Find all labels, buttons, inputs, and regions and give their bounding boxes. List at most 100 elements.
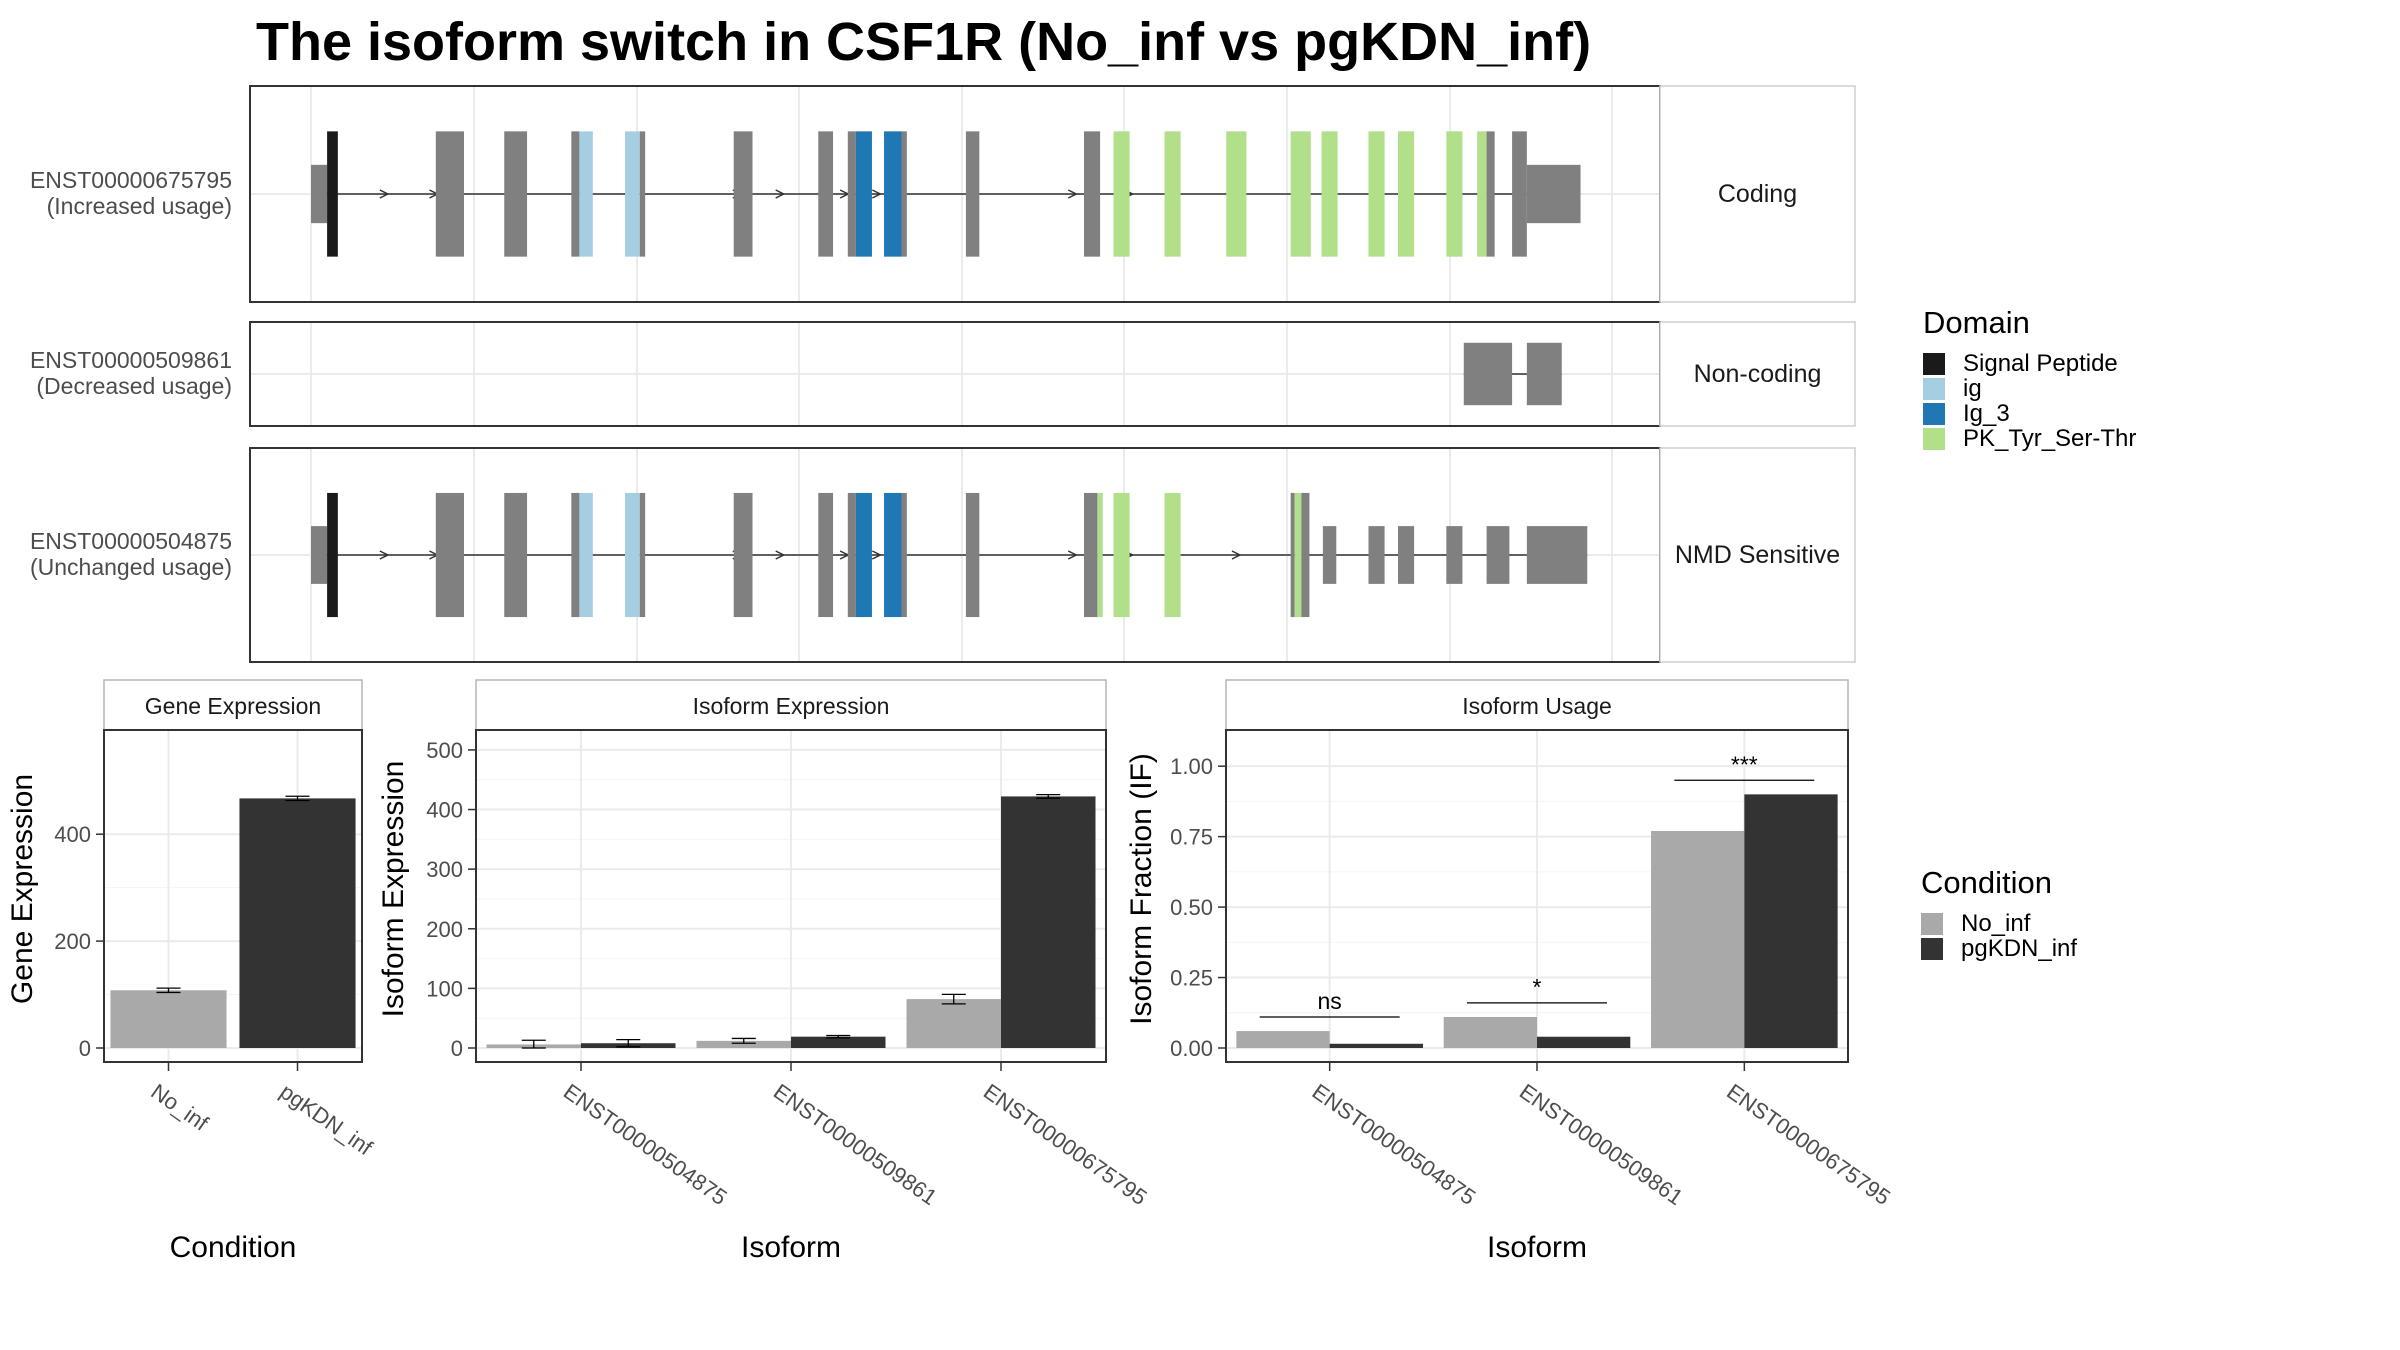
legend-label: pgKDN_inf: [1961, 935, 2077, 962]
y-tick-label: 0.50: [1170, 895, 1213, 920]
x-axis-title: Isoform: [1487, 1231, 1587, 1264]
legend-swatch: [1921, 913, 1943, 935]
legend-swatch: [1923, 428, 1945, 450]
significance-label: *: [1533, 974, 1542, 1000]
facet-strip: [475, 679, 1107, 731]
bar-No_inf: [696, 1040, 791, 1048]
x-tick-label: ENST00000675795: [1722, 1079, 1895, 1210]
y-tick-label: 1.00: [1170, 754, 1213, 779]
legend-label: PK_Tyr_Ser-Thr: [1963, 425, 2136, 452]
x-tick-label: ENST00000504875: [1308, 1079, 1481, 1210]
exon-cds: [847, 492, 856, 618]
legend-swatch: [1923, 403, 1945, 425]
exon-cds: [1512, 131, 1527, 257]
y-tick-label: 100: [426, 976, 463, 1001]
y-tick-label: 0.00: [1170, 1036, 1213, 1061]
facet-strip: [1225, 679, 1849, 731]
error-bar: [285, 795, 310, 802]
exon-cds: [733, 492, 753, 618]
bar-pgKDN_inf: [791, 1036, 886, 1048]
x-tick-label: ENST00000504875: [559, 1079, 732, 1210]
error-bar: [616, 1039, 641, 1048]
significance-label: ns: [1318, 988, 1342, 1014]
significance-label: ***: [1731, 751, 1758, 777]
bar: [239, 798, 356, 1048]
bar-pgKDN_inf: [1744, 794, 1838, 1048]
exon-Signal Peptide: [327, 131, 338, 257]
exon-PK_Tyr_Ser-Thr: [1321, 131, 1338, 257]
transcript-track-ENST00000675795: Coding ENST00000675795(Increased usage): [30, 85, 1856, 303]
strand-arrow-icon: [1067, 550, 1078, 560]
error-bar: [521, 1039, 546, 1049]
y-tick-label: 400: [54, 822, 91, 847]
exon-PK_Tyr_Ser-Thr: [1113, 492, 1130, 618]
exon-cds: [847, 131, 856, 257]
error-bar: [1036, 793, 1061, 799]
exon-ig: [579, 131, 593, 257]
transcript-category: NMD Sensitive: [1675, 541, 1840, 569]
bar: [110, 990, 227, 1048]
transcript-category: Non-coding: [1694, 360, 1822, 388]
strand-arrow-icon: [379, 189, 390, 199]
exon-cds: [818, 131, 834, 257]
transcript-track-ENST00000509861: Non-coding ENST00000509861(Decreased usag…: [30, 321, 1856, 427]
exon-utr: [1398, 526, 1415, 584]
transcript-id-label: ENST00000504875: [30, 528, 232, 554]
bar-pgKDN_inf: [1001, 796, 1096, 1048]
exon-cds: [901, 492, 907, 618]
transcript-track-ENST00000504875: NMD Sensitive ENST00000504875(Unchanged u…: [30, 447, 1856, 663]
x-axis-title: Condition: [170, 1231, 297, 1264]
bar-No_inf: [906, 999, 1001, 1048]
transcript-id-label: ENST00000675795: [30, 167, 232, 193]
legend-title: Domain: [1923, 305, 2030, 340]
exon-PK_Tyr_Ser-Thr: [1290, 131, 1311, 257]
legend-swatch: [1923, 378, 1945, 400]
category-strip: [1659, 321, 1856, 427]
exon-cds: [965, 131, 980, 257]
y-axis-title: Isoform Expression: [377, 761, 410, 1018]
bar-No_inf: [1651, 831, 1745, 1048]
exon-PK_Tyr_Ser-Thr: [1226, 131, 1247, 257]
y-axis-title: Isoform Fraction (IF): [1125, 753, 1158, 1025]
x-tick-label: pgKDN_inf: [275, 1079, 377, 1161]
x-tick-label: No_inf: [146, 1079, 213, 1136]
y-tick-label: 0: [451, 1036, 463, 1061]
exon-cds: [901, 131, 907, 257]
exon-utr: [1322, 526, 1337, 584]
figure-title: The isoform switch in CSF1R (No_inf vs p…: [256, 12, 1591, 72]
legend-label: No_inf: [1961, 910, 2031, 937]
exon-cds: [571, 131, 580, 257]
bar-chart-2: Isoform Expression 0 100 200 300 400 500 ENST00…: [377, 679, 1152, 1264]
exon-cds: [1083, 492, 1098, 618]
category-strip: [1659, 85, 1856, 303]
transcript-id-label: ENST00000509861: [30, 347, 232, 373]
facet-title: Gene Expression: [145, 693, 321, 719]
exon-cds: [504, 492, 528, 618]
bar-No_inf: [1236, 1031, 1330, 1048]
exon-PK_Tyr_Ser-Thr: [1097, 492, 1103, 618]
transcript-usage-label: (Decreased usage): [36, 373, 232, 399]
x-tick-label: ENST00000509861: [1515, 1079, 1688, 1210]
x-axis-title: Isoform: [741, 1231, 841, 1264]
plot-border: [103, 729, 363, 1063]
exon-ig: [625, 131, 640, 257]
y-tick-label: 0.25: [1170, 966, 1213, 991]
exon-PK_Tyr_Ser-Thr: [1164, 131, 1181, 257]
expression-bar-charts: Gene Expression 0 200 400 No_inf pgKDN_inf Con…: [6, 679, 1895, 1264]
exon-PK_Tyr_Ser-Thr: [1477, 131, 1487, 257]
strand-arrow-icon: [871, 550, 883, 560]
transcript-category: Coding: [1718, 180, 1797, 208]
exon-cds: [435, 492, 464, 618]
exon-utr: [1526, 164, 1581, 224]
x-tick-label: ENST00000675795: [979, 1079, 1152, 1210]
exon-Ig_3: [855, 492, 872, 618]
exon-cds: [571, 492, 580, 618]
legend-label: Signal Peptide: [1963, 350, 2118, 377]
bar-pgKDN_inf: [1537, 1036, 1631, 1048]
y-tick-label: 200: [54, 929, 91, 954]
x-tick-label: ENST00000509861: [769, 1079, 942, 1210]
